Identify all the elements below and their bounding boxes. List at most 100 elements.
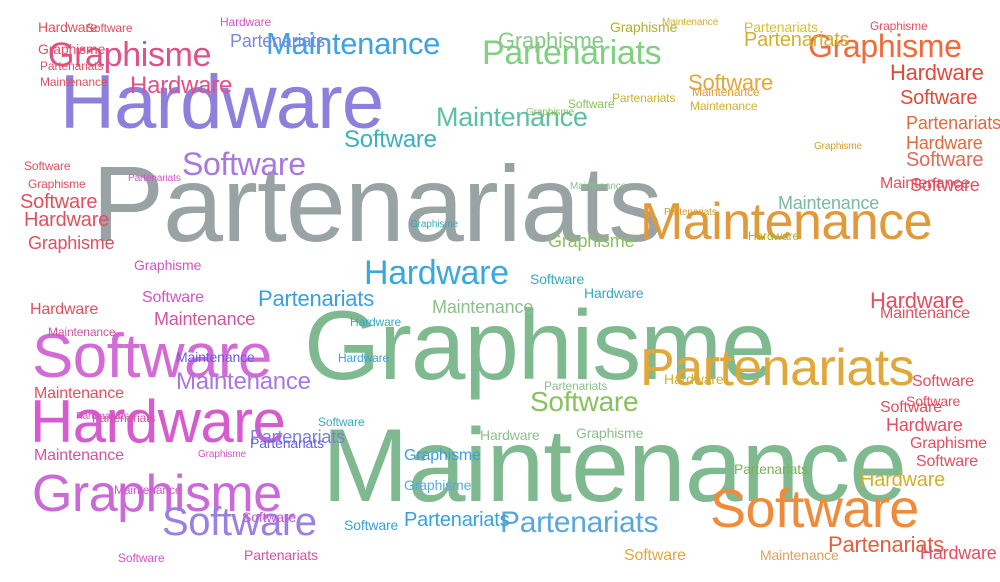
word: Partenariats [250, 435, 324, 451]
word: Partenariats [612, 91, 676, 105]
word: Maintenance [570, 181, 627, 192]
word: Software [530, 386, 639, 417]
word: Software [880, 399, 942, 416]
word: Graphisme [198, 449, 247, 460]
word: Software [242, 509, 297, 525]
word: Graphisme [404, 477, 472, 493]
word: Hardware [860, 469, 946, 491]
word: Software [162, 500, 317, 544]
word: Software [916, 453, 978, 470]
word: Graphisme [498, 28, 604, 53]
word: Graphisme [304, 290, 775, 400]
word: Hardware [664, 371, 724, 387]
word: Maintenance [760, 547, 839, 563]
word: Graphisme [548, 231, 635, 251]
word: Hardware [60, 60, 384, 145]
word: Graphisme [808, 28, 962, 64]
word: Partenariats [744, 29, 850, 51]
word: Software [142, 289, 204, 306]
word: Software [118, 551, 165, 565]
word: Maintenance [34, 385, 124, 402]
word: Hardware [886, 415, 963, 435]
word: Partenariats [128, 173, 181, 184]
word: Software [20, 191, 98, 213]
word: Software [344, 126, 437, 153]
word: Graphisme [870, 19, 928, 33]
word: Software [24, 159, 71, 173]
word: Partenariats [744, 19, 818, 35]
word: Graphisme [526, 107, 575, 118]
word: Partenariats [404, 509, 510, 531]
word: Maintenance [640, 193, 933, 251]
word: Software [32, 322, 272, 391]
word: Partenariats [482, 34, 662, 72]
word: Maintenance [266, 26, 441, 61]
word: Graphisme [576, 425, 644, 441]
word: Partenariats [640, 339, 915, 397]
word: Hardware [584, 285, 644, 301]
word: Maintenance [40, 75, 108, 89]
word: Maintenance [176, 368, 311, 395]
word: Graphisme [610, 19, 678, 35]
word: Maintenance [48, 325, 116, 339]
word: Maintenance [662, 17, 719, 28]
word: Maintenance [432, 297, 534, 317]
word: Hardware [870, 288, 964, 313]
word: Graphisme [410, 219, 459, 230]
word: Software [530, 271, 585, 287]
word: Partenariats [500, 506, 659, 539]
word: Partenariats [258, 286, 374, 311]
word: Partenariats [734, 461, 808, 477]
word: Software [624, 547, 686, 564]
word: Maintenance [880, 175, 970, 192]
word: Maintenance [322, 408, 907, 524]
word: Graphisme [32, 465, 282, 523]
word: Graphisme [48, 36, 212, 74]
word: Graphisme [910, 435, 987, 452]
word: Software [910, 175, 980, 195]
word: Partenariats [76, 411, 129, 422]
word: Maintenance [436, 102, 588, 132]
word: Software [344, 517, 399, 533]
word: Hardware [920, 543, 997, 563]
word: Hardware [906, 133, 983, 153]
word: Partenariats [664, 207, 717, 218]
word: Software [568, 97, 615, 111]
word: Software [912, 373, 974, 390]
word: Partenariats [92, 411, 156, 425]
word: Hardware [24, 209, 110, 231]
word: Graphisme [28, 233, 115, 253]
word: Maintenance [778, 193, 880, 213]
word: Maintenance [690, 99, 758, 113]
word: Partenariats [544, 379, 608, 393]
word: Graphisme [134, 257, 202, 273]
word: Partenariats [250, 427, 345, 447]
word: Partenariats [828, 532, 944, 557]
word: Software [86, 21, 133, 35]
word: Maintenance [176, 349, 255, 365]
word: Maintenance [114, 483, 182, 497]
word: Maintenance [154, 309, 256, 329]
word: Partenariats [244, 547, 318, 563]
word: Hardware [350, 315, 402, 329]
word: Hardware [338, 351, 390, 365]
word: Hardware [480, 427, 540, 443]
word: Graphisme [404, 447, 481, 464]
word: Graphisme [28, 177, 86, 191]
word: Software [318, 415, 365, 429]
word: Maintenance [34, 447, 124, 464]
word: Hardware [220, 15, 272, 29]
word: Graphisme [38, 41, 106, 57]
word: Hardware [364, 254, 509, 292]
word: Hardware [38, 19, 98, 35]
word: Maintenance [692, 85, 760, 99]
word: Software [688, 70, 774, 95]
word: Software [182, 146, 306, 182]
word: Partenariats [40, 59, 104, 73]
word: Software [906, 149, 984, 171]
word: Software [906, 393, 961, 409]
word: Partenariats [92, 143, 662, 264]
word: Maintenance [880, 305, 970, 322]
word: Partenariats [906, 113, 1000, 133]
word: Hardware [30, 301, 99, 318]
